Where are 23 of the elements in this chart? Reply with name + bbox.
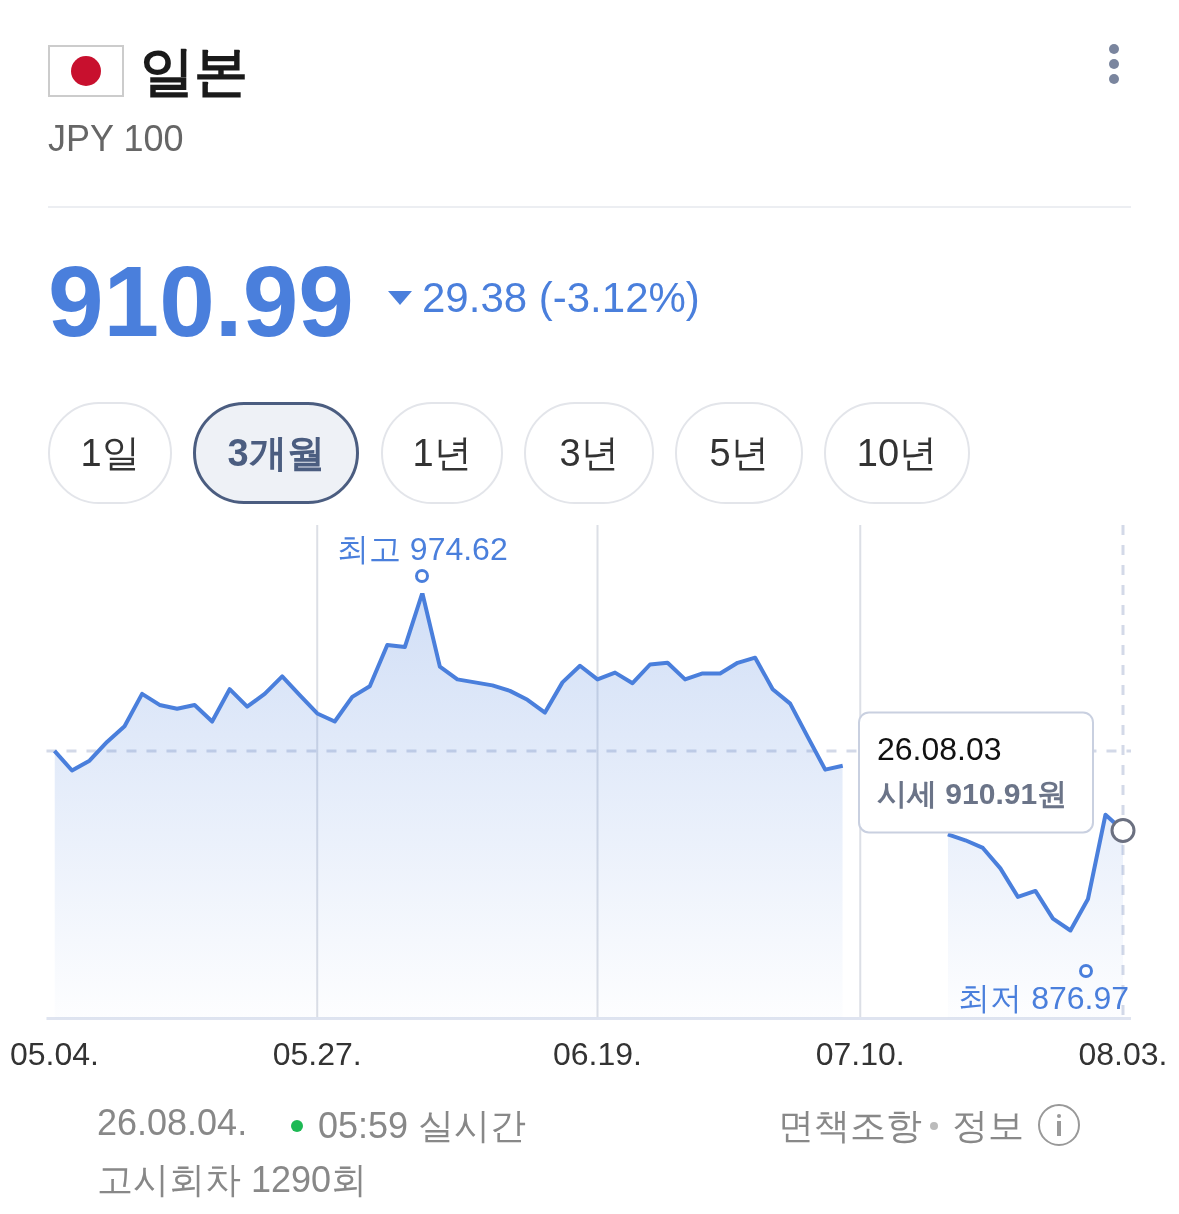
text: 10년 (824, 402, 970, 504)
annotation: 최저 876.97 (958, 979, 1129, 1016)
text: 정보 (952, 1104, 1024, 1148)
text: 29.38 (-3.12%) (422, 274, 700, 322)
x-tick-label: 05.04. (10, 1035, 99, 1072)
x-tick-label: 08.03. (1078, 1035, 1168, 1072)
x-tick-label: 06.19. (553, 1035, 642, 1072)
text: 1년 (381, 402, 503, 504)
annotation: 최고 974.62 (336, 531, 508, 567)
chart-title: 일본 (140, 40, 248, 103)
text: 26.08.04. (97, 1102, 248, 1144)
text: 05:59 실시간 (318, 1104, 527, 1148)
x-tick-label: 07.10. (815, 1035, 905, 1072)
text: 910.99 (48, 244, 354, 359)
text: 5년 (675, 402, 803, 504)
annotation: 26.08.03 시세 910.91원 (877, 731, 1068, 811)
text: 고시회차 1290회 (97, 1158, 368, 1202)
text: 3년 (524, 402, 654, 504)
text: 면책조항 (778, 1104, 922, 1148)
chart-subtitle: JPY 100 (48, 118, 184, 160)
text: 3개월 (193, 402, 359, 504)
x-tick-label: 05.27. (272, 1035, 362, 1072)
text: 1일 (48, 402, 172, 504)
